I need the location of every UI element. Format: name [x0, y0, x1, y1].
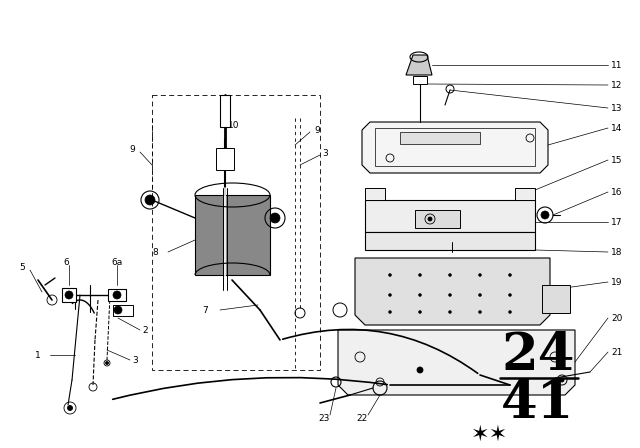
Circle shape: [449, 310, 451, 314]
Text: 6: 6: [63, 258, 69, 267]
Text: 11: 11: [611, 60, 623, 69]
Bar: [400, 132, 480, 144]
Text: 20: 20: [611, 314, 622, 323]
Circle shape: [270, 213, 280, 223]
Bar: [62, 288, 76, 302]
Text: 14: 14: [611, 124, 622, 133]
Text: 6a: 6a: [111, 258, 122, 267]
Circle shape: [65, 291, 73, 299]
Text: 10: 10: [228, 121, 239, 129]
Bar: [365, 232, 535, 250]
Circle shape: [106, 362, 109, 365]
Polygon shape: [338, 330, 575, 395]
Bar: [542, 285, 570, 313]
Bar: [220, 95, 230, 127]
Circle shape: [417, 367, 423, 373]
Text: 9: 9: [314, 125, 320, 134]
Circle shape: [419, 293, 422, 297]
Text: 7: 7: [202, 306, 208, 314]
Bar: [375, 128, 535, 166]
Circle shape: [509, 293, 511, 297]
Bar: [515, 188, 535, 200]
Text: 3: 3: [132, 356, 138, 365]
Circle shape: [388, 310, 392, 314]
Circle shape: [388, 293, 392, 297]
Circle shape: [113, 291, 121, 299]
Circle shape: [67, 405, 72, 410]
Circle shape: [509, 310, 511, 314]
Text: 18: 18: [611, 247, 623, 257]
Bar: [216, 148, 234, 170]
Circle shape: [449, 293, 451, 297]
Text: ✶✶: ✶✶: [472, 425, 509, 445]
Polygon shape: [406, 55, 432, 75]
Text: 13: 13: [611, 103, 623, 112]
Bar: [415, 210, 460, 228]
Text: 16: 16: [611, 188, 623, 197]
Circle shape: [419, 273, 422, 276]
Text: 1: 1: [35, 350, 41, 359]
Circle shape: [449, 273, 451, 276]
Bar: [108, 289, 126, 301]
Circle shape: [479, 293, 481, 297]
Text: 41: 41: [501, 378, 575, 428]
Text: 8: 8: [152, 247, 158, 257]
Circle shape: [428, 217, 432, 221]
Text: 22: 22: [356, 414, 367, 422]
Text: 12: 12: [611, 81, 622, 90]
Circle shape: [145, 195, 155, 205]
Text: 24: 24: [501, 329, 575, 380]
Bar: [413, 76, 427, 84]
Text: 23: 23: [318, 414, 330, 422]
Circle shape: [541, 211, 549, 219]
Text: 3: 3: [322, 148, 328, 158]
Circle shape: [560, 378, 564, 382]
Text: 9: 9: [129, 145, 135, 154]
Circle shape: [479, 273, 481, 276]
Circle shape: [419, 310, 422, 314]
Circle shape: [509, 273, 511, 276]
Text: 21: 21: [611, 348, 622, 357]
Bar: [113, 305, 133, 316]
Text: 5: 5: [19, 263, 25, 271]
Bar: [365, 188, 385, 200]
Text: 19: 19: [611, 277, 623, 287]
Text: 2: 2: [142, 326, 148, 335]
Polygon shape: [355, 258, 550, 325]
Bar: [152, 95, 320, 370]
Circle shape: [388, 273, 392, 276]
Circle shape: [479, 310, 481, 314]
Bar: [195, 195, 270, 275]
Bar: [365, 200, 535, 232]
Circle shape: [114, 306, 122, 314]
Text: 17: 17: [611, 217, 623, 227]
Text: 15: 15: [611, 155, 623, 164]
Polygon shape: [362, 122, 548, 173]
